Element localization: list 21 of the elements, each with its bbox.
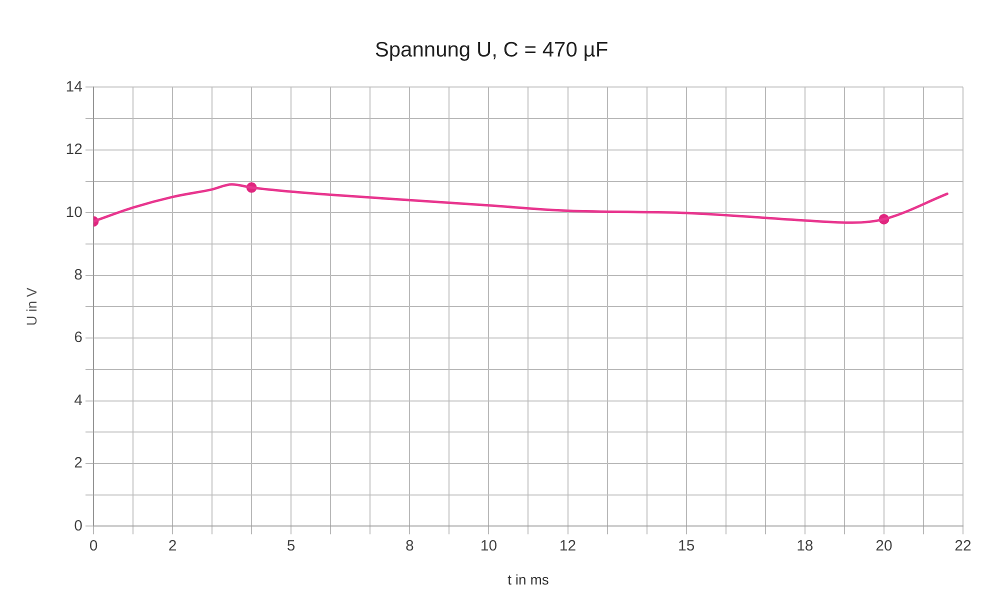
- x-tick-label: 12: [559, 537, 576, 554]
- x-tick-label: 20: [876, 537, 892, 554]
- x-tick-label: 2: [168, 537, 177, 554]
- y-axis-title: U in V: [23, 286, 40, 326]
- y-tick-label: 14: [66, 78, 82, 96]
- y-tick-label: 6: [74, 329, 82, 346]
- y-tick-label: 10: [66, 204, 82, 221]
- x-tick-label: 22: [954, 537, 972, 554]
- chart-title: Spannung U, C = 470 µF: [374, 38, 608, 62]
- x-tick-label: 15: [678, 537, 695, 554]
- y-tick-label: 12: [66, 141, 82, 158]
- x-tick-label: 10: [480, 537, 498, 554]
- x-tick-label: 5: [286, 537, 296, 554]
- y-tick-label: 0: [74, 517, 82, 534]
- x-tick-label: 18: [796, 537, 814, 554]
- x-tick-label: 8: [406, 537, 414, 554]
- y-tick-label: 8: [74, 266, 82, 284]
- y-tick-label: 4: [74, 392, 82, 409]
- x-tick-label: 0: [89, 537, 98, 554]
- x-axis-title: t in ms: [508, 571, 549, 588]
- y-tick-label: 2: [74, 454, 82, 472]
